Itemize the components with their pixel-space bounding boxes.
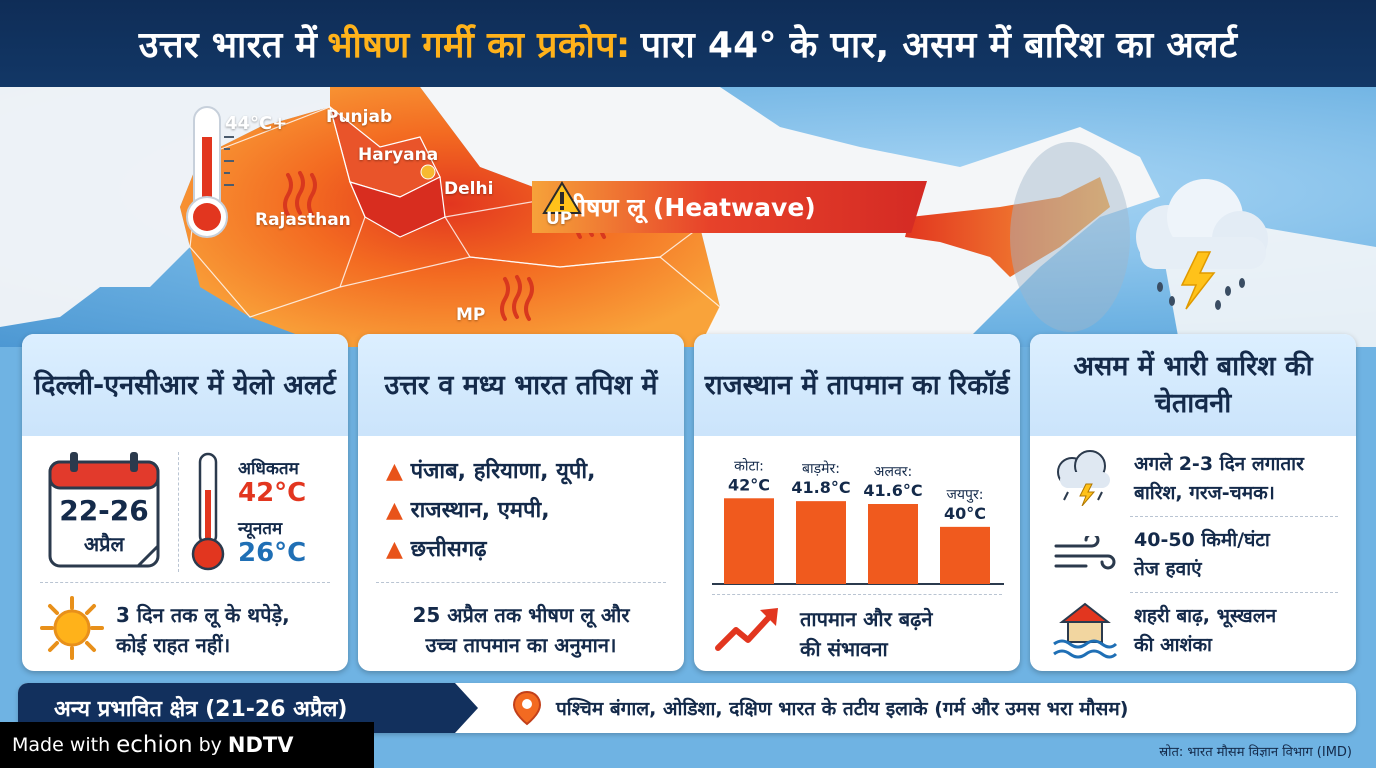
alert-date-range: 22-26 [59, 494, 149, 527]
thermometer-icon [186, 106, 234, 238]
title-highlight: भीषण गर्मी का प्रकोप: [327, 25, 631, 66]
fire-icon: ▲ [386, 498, 403, 523]
fire-icon: ▲ [386, 537, 403, 562]
chart-value-label: 42°C [728, 475, 770, 494]
assam-item-line1: 40-50 किमी/घंटा [1134, 529, 1270, 551]
assam-item-line2: बारिश, गरज-चमक। [1134, 482, 1275, 504]
card-rajasthan-record: राजस्थान में तापमान का रिकॉर्ड 42°C कोटा:… [694, 334, 1020, 671]
assam-item: अगले 2-3 दिन लगातार बारिश, गरज-चमक। [1134, 450, 1304, 508]
state-item: पंजाब, हरियाणा, यूपी, [410, 459, 596, 484]
chart-category-label: जयपुर: [947, 487, 984, 503]
watermark-org: NDTV [227, 733, 294, 757]
chart-bar [724, 498, 774, 584]
chart-value-label: 41.6°C [863, 481, 922, 500]
chart-bar [796, 501, 846, 584]
divider [376, 582, 666, 583]
max-temp-label: अधिकतम [238, 459, 299, 479]
max-temp-value: 42°C [238, 478, 307, 508]
state-label-up: UP [546, 209, 573, 229]
state-label-rajasthan: Rajasthan [255, 210, 351, 230]
trend-up-icon [715, 608, 778, 651]
card-delhi-title: दिल्ली-एनसीआर में येलो अलर्ट [22, 334, 348, 436]
state-label-haryana: Haryana [358, 145, 439, 165]
list-item: ▲ पंजाब, हरियाणा, यूपी, [386, 452, 595, 491]
divider [1130, 516, 1338, 517]
page-title: उत्तर भारत में भीषण गर्मी का प्रकोप: पार… [0, 0, 1376, 87]
warning-icon [542, 181, 582, 214]
state-label-punjab: Punjab [326, 107, 393, 127]
state-item: छत्तीसगढ़ [410, 537, 487, 562]
delhi-note-line2: कोई राहत नहीं। [116, 633, 231, 657]
card-assam-title: असम में भारी बारिश की चेतावनी [1030, 334, 1356, 436]
calendar-icon [48, 452, 160, 568]
assam-item-line2: की आशंका [1134, 634, 1212, 656]
chart-category-label: बाड़मेर: [802, 460, 840, 477]
assam-item: शहरी बाढ़, भूस्खलन की आशंका [1134, 602, 1276, 660]
wind-icon [1054, 536, 1116, 570]
card-assam-rain: असम में भारी बारिश की चेतावनी अगले 2-3 द… [1030, 334, 1356, 671]
watermark-brand: echion [116, 732, 193, 758]
title-part2: पारा 44° के पार, असम में बारिश का अलर्ट [640, 25, 1238, 66]
card-delhi-alert: दिल्ली-एनसीआर में येलो अलर्ट 22-26 अप्रै… [22, 334, 348, 671]
card-rajasthan-title: राजस्थान में तापमान का रिकॉर्ड [694, 334, 1020, 436]
rain-cloud-icon [1057, 450, 1110, 506]
thermometer-small-icon [191, 452, 225, 571]
chart-value-label: 40°C [944, 504, 986, 523]
state-list: ▲ पंजाब, हरियाणा, यूपी, ▲ राजस्थान, एमपी… [386, 452, 595, 569]
chart-category-label: कोटा: [734, 457, 764, 474]
rajasthan-note: तापमान और बढ़ने की संभावना [800, 604, 933, 664]
north-note-line2: उच्च तापमान का अनुमान। [425, 633, 617, 657]
assam-item-line1: अगले 2-3 दिन लगातार [1134, 453, 1304, 475]
title-part1: उत्तर भारत में [138, 25, 318, 66]
chart-bar [868, 504, 918, 584]
assam-item-line1: शहरी बाढ़, भूस्खलन [1134, 605, 1277, 627]
state-label-mp: MP [456, 305, 486, 325]
chart-value-label: 41.8°C [791, 478, 850, 497]
divider [712, 594, 1002, 595]
fire-icon: ▲ [386, 459, 403, 484]
card-north-central: उत्तर व मध्य भारत तपिश में ▲ पंजाब, हरिय… [358, 334, 684, 671]
card-north-title: उत्तर व मध्य भारत तपिश में [358, 334, 684, 436]
source-credit: स्रोत: भारत मौसम विज्ञान विभाग (IMD) [1159, 745, 1352, 760]
divider [178, 452, 179, 572]
other-regions-list: पश्चिम बंगाल, ओडिशा, दक्षिण भारत के तटीय… [556, 698, 1129, 720]
thermo-label: 44°C+ [225, 113, 288, 134]
chart-bar [940, 526, 990, 584]
assam-item: 40-50 किमी/घंटा तेज हवाएं [1134, 526, 1270, 584]
chart-category-label: अलवर: [874, 464, 912, 480]
rajasthan-note-line2: की संभावना [800, 637, 888, 661]
watermark-by: by [198, 734, 222, 756]
state-item: राजस्थान, एमपी, [410, 498, 550, 523]
watermark: Made with echion by NDTV [0, 722, 374, 768]
north-note-line1: 25 अप्रैल तक भीषण लू और [412, 603, 630, 627]
watermark-prefix: Made with [12, 734, 111, 756]
state-label-delhi: Delhi [444, 179, 494, 199]
storm-cloud-icon [1136, 179, 1268, 310]
list-item: ▲ छत्तीसगढ़ [386, 530, 595, 569]
list-item: ▲ राजस्थान, एमपी, [386, 491, 595, 530]
heatwave-banner-label: भीषण लू (Heatwave) [562, 193, 816, 222]
delhi-note: 3 दिन तक लू के थपेड़े, कोई राहत नहीं। [116, 600, 290, 660]
assam-item-line2: तेज हवाएं [1134, 558, 1202, 580]
min-temp-label: न्यूनतम [238, 519, 283, 539]
north-note: 25 अप्रैल तक भीषण लू और उच्च तापमान का अ… [358, 600, 684, 660]
min-temp-value: 26°C [238, 538, 307, 568]
alert-month: अप्रैल [83, 532, 125, 556]
location-pin-icon [512, 690, 542, 726]
heatwave-banner: भीषण लू (Heatwave) [532, 181, 927, 233]
flood-house-icon [1053, 602, 1118, 659]
divider [1130, 592, 1338, 593]
rajasthan-note-line1: तापमान और बढ़ने [800, 607, 933, 631]
sun-icon [40, 596, 104, 660]
heat-map: भीषण लू (Heatwave) 44°C+ Punjab Haryana … [0, 87, 1376, 347]
delhi-note-line1: 3 दिन तक लू के थपेड़े, [116, 603, 290, 627]
divider [40, 582, 330, 583]
